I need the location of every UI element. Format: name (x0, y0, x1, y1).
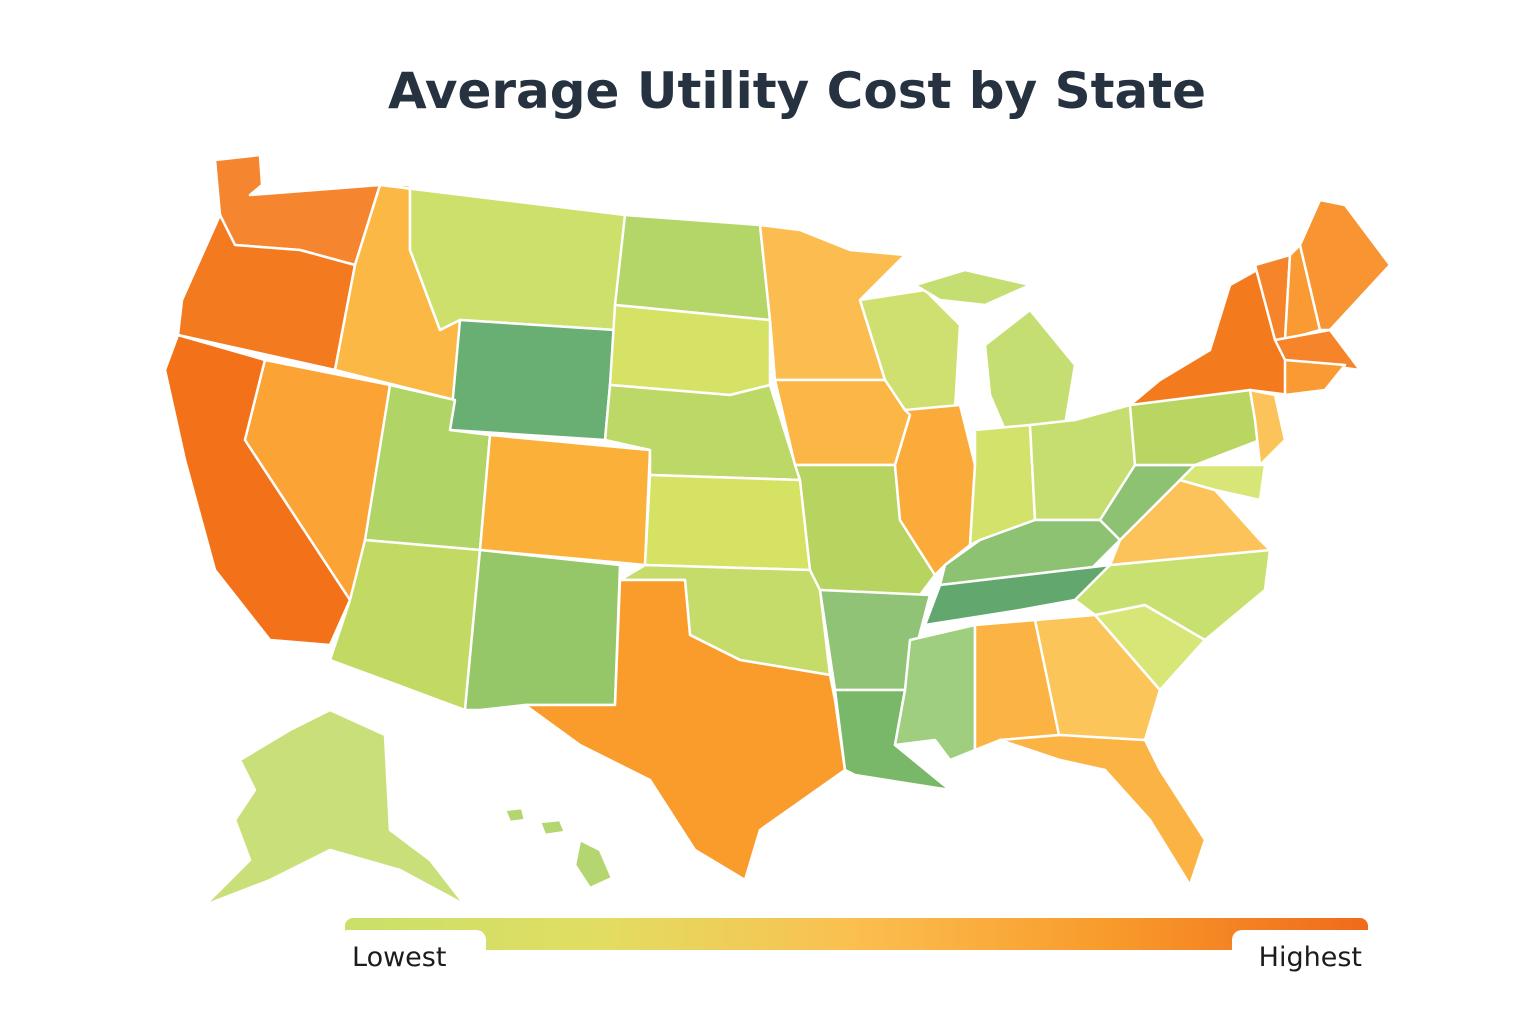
state (893, 403, 977, 577)
map-title: Average Utility Cost by State (388, 62, 1206, 120)
state (1298, 198, 1392, 332)
state (613, 213, 772, 322)
state (1248, 388, 1287, 467)
state (608, 303, 772, 397)
state (1033, 613, 1162, 742)
legend-gradient (345, 918, 1368, 950)
legend-low-label: Lowest (352, 942, 446, 973)
state (328, 538, 482, 712)
legend-label-background (338, 930, 486, 980)
state (983, 308, 1077, 432)
legend-high-label: Highest (1259, 942, 1362, 973)
state (463, 548, 622, 712)
state (1283, 358, 1347, 397)
state (203, 708, 467, 907)
state (523, 578, 847, 882)
state (448, 318, 617, 442)
legend-label-background (1232, 930, 1377, 980)
state (923, 563, 1112, 627)
state (538, 818, 567, 837)
state (573, 838, 614, 890)
state (913, 268, 1032, 307)
legend: Lowest Highest (338, 918, 1377, 980)
state (998, 733, 1207, 887)
state (773, 378, 912, 467)
state (1178, 463, 1267, 502)
state (478, 433, 652, 567)
state (643, 473, 812, 572)
state (503, 806, 527, 824)
states (163, 153, 1392, 907)
